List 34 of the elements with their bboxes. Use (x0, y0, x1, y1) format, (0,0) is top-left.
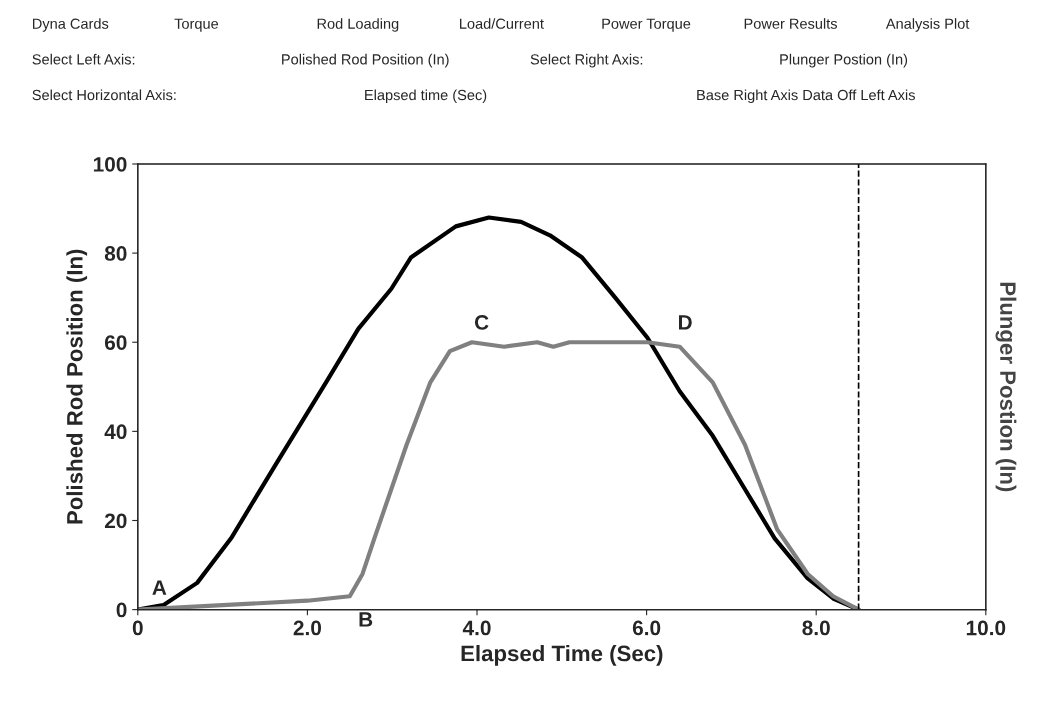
text: Polished Rod Position (In) (282, 53, 449, 68)
annotation: D (678, 315, 692, 330)
y-tick-label: 40 (104, 424, 127, 440)
y-tick-label: 60 (104, 335, 127, 350)
y-axis-title: Polished Rod Position (In) (66, 249, 88, 524)
x-tick-label: 8.0 (802, 620, 830, 636)
annotation: C (474, 315, 489, 330)
y-tick-label: 20 (104, 513, 127, 529)
text: Load/Current (460, 18, 544, 29)
text: Select Left Axis: (32, 53, 135, 65)
text: Power Results (744, 18, 837, 29)
x-tick-label: 4.0 (462, 620, 491, 636)
text: Rod Loading (317, 18, 399, 32)
text: Elapsed time (Sec) (365, 89, 487, 104)
text: Dyna Cards (33, 18, 109, 32)
text: Power Torque (602, 18, 691, 32)
line-series (137, 340, 861, 610)
annotation: B (359, 612, 373, 627)
y-tick-label: 80 (104, 246, 127, 261)
annotation: A (152, 580, 167, 595)
text: Plunger Postion (In) (780, 53, 908, 68)
x-tick-label: 0 (132, 620, 143, 636)
y-tick-label: 100 (93, 156, 127, 172)
text: Torque (174, 18, 219, 32)
text: Select Right Axis: (530, 53, 643, 68)
x-tick-label: 6.0 (632, 620, 661, 636)
y2-axis-title: Plunger Postion (In) (995, 282, 1017, 492)
text: Select Horizontal Axis: (32, 89, 176, 101)
x-axis-title: Elapsed Time (Sec) (461, 645, 663, 666)
x-tick-label: 10.0 (966, 620, 1006, 636)
text: Base Right Axis Data Off Left Axis (697, 89, 915, 104)
y-tick-label: 0 (116, 602, 127, 618)
x-tick-label: 2.0 (293, 620, 322, 636)
text: Analysis Plot (885, 18, 970, 32)
